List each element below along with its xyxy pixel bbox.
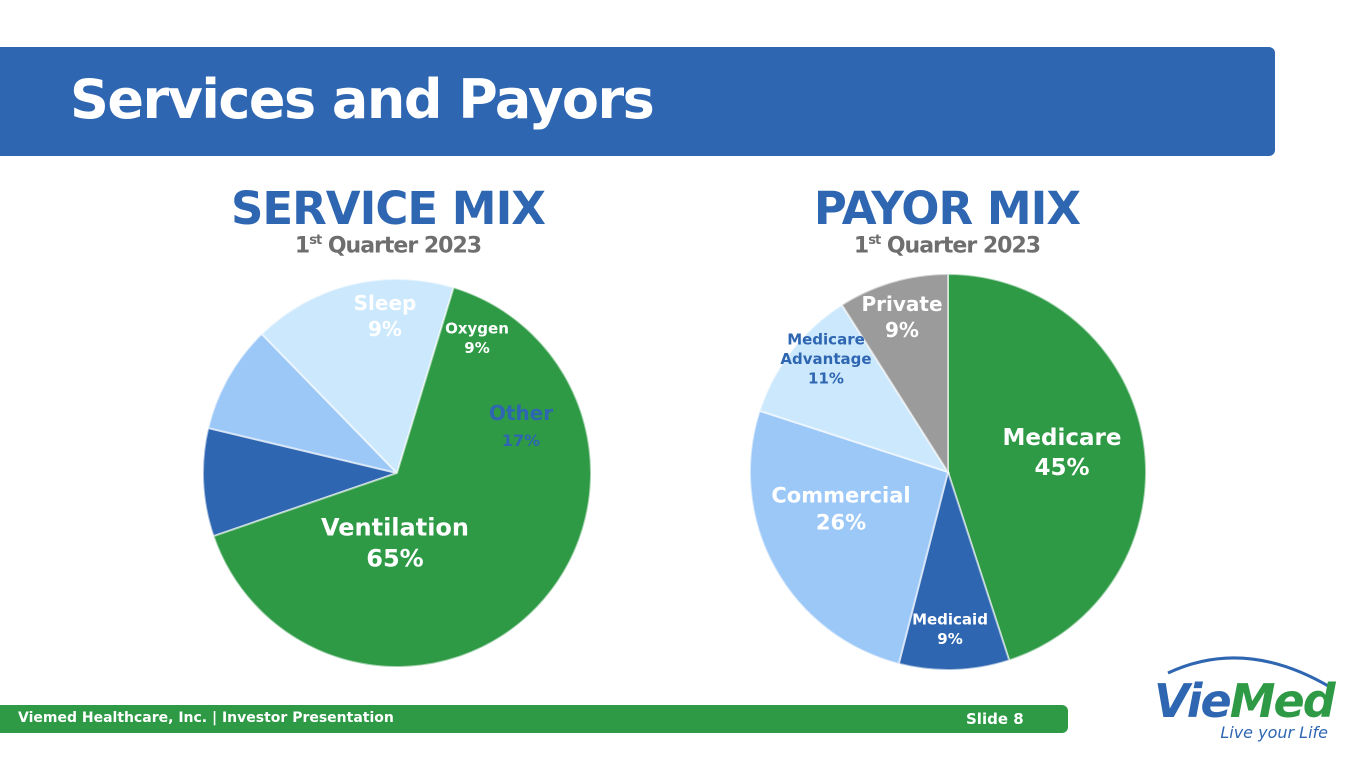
payor-label-commercial: Commercial 26%	[771, 483, 910, 534]
viemed-logo: VieMed Live your Life	[1154, 656, 1339, 742]
service-label-other: Other 17%	[489, 401, 553, 450]
service-slice-sleep	[202, 426, 401, 538]
slide-title: Services and Payors	[70, 68, 655, 131]
service-label-ventilation: Ventilation 65%	[321, 513, 469, 572]
svg-text:VieMed: VieMed	[1154, 674, 1337, 728]
payor-slice-medicare-advantage	[758, 303, 951, 474]
footer-company-text: Viemed Healthcare, Inc. | Investor Prese…	[18, 710, 394, 726]
service-slice-oxygen	[207, 332, 401, 475]
logo-name-part2: Med	[1230, 674, 1337, 728]
payor-label-medicare-advantage: Medicare Advantage 11%	[780, 331, 871, 388]
payor-label-medicare: Medicare 45%	[1003, 425, 1122, 481]
payor-mix-title: PAYOR MIX	[813, 182, 1081, 235]
service-mix-title: SERVICE MIX	[230, 182, 546, 235]
payor-slice-commercial	[749, 409, 950, 665]
service-slice-ventilation	[212, 286, 592, 668]
logo-swoosh	[1167, 656, 1331, 689]
logo-name-part1: Vie	[1154, 674, 1231, 728]
payor-label-medicaid: Medicaid 9%	[912, 610, 988, 648]
logo-tagline: Live your Life	[1220, 723, 1328, 742]
slide-number: Slide 8	[966, 710, 1024, 728]
service-slice-other	[260, 278, 455, 475]
service-label-sleep: Sleep 9%	[354, 291, 417, 341]
payor-slice-medicaid	[897, 468, 1011, 671]
payor-slice-medicare	[947, 272, 1147, 662]
payor-label-private: Private 9%	[861, 292, 942, 342]
service-mix-subtitle: 1st Quarter 2023	[294, 233, 482, 259]
title-bar	[0, 47, 1275, 156]
footer-bar	[0, 705, 1068, 733]
payor-slice-private	[840, 272, 949, 476]
payor-mix-subtitle: 1st Quarter 2023	[853, 233, 1041, 259]
service-label-oxygen: Oxygen 9%	[445, 319, 509, 357]
